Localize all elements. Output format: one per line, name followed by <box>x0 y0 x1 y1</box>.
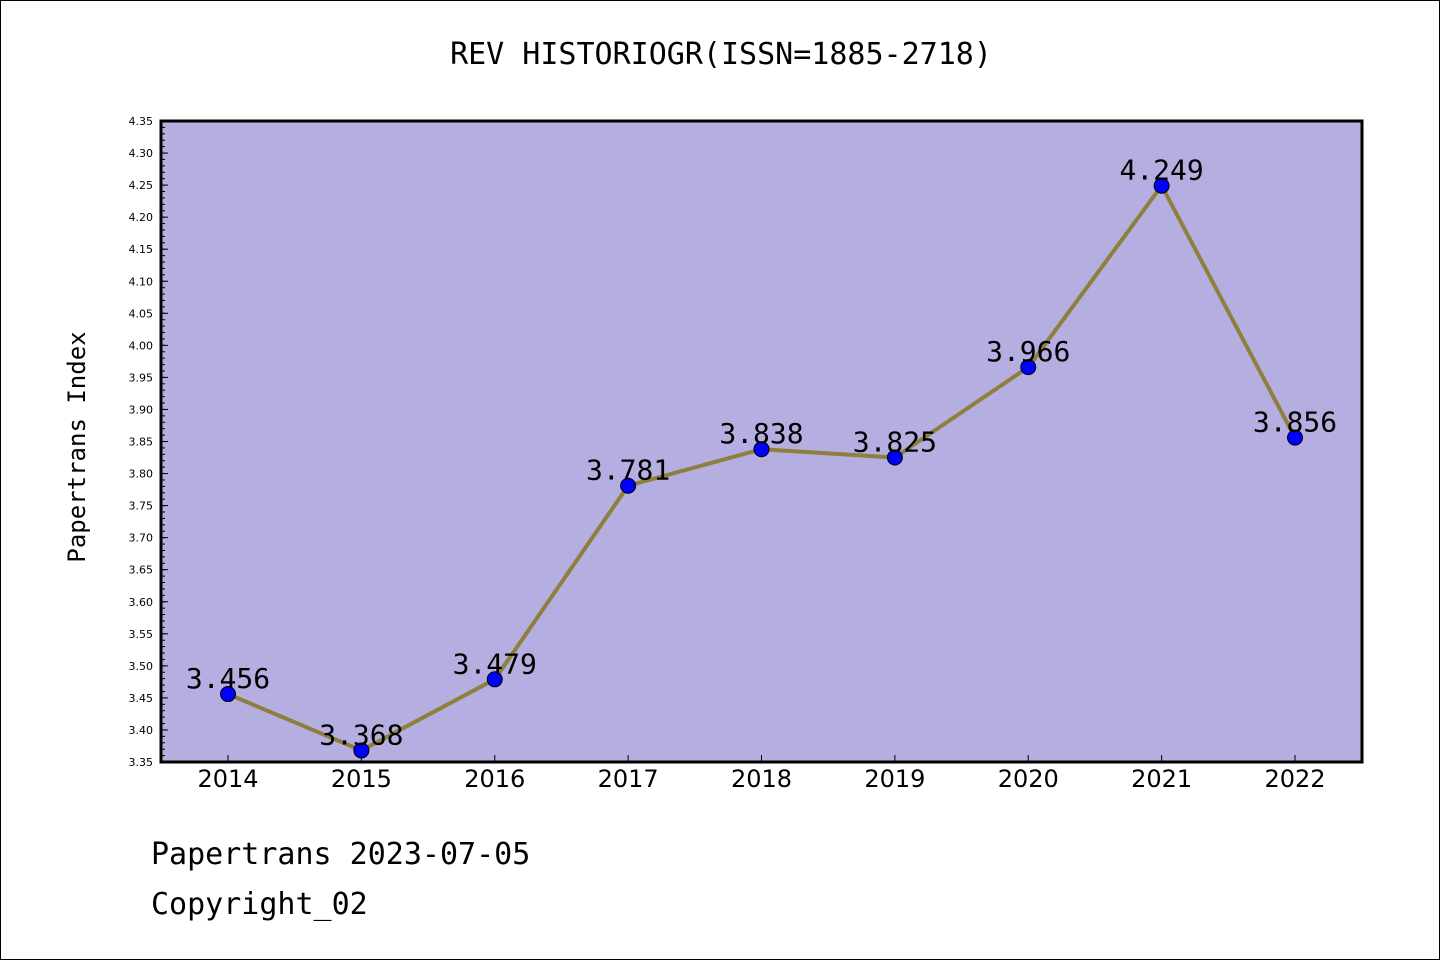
data-labels-group: 3.456 3.368 3.479 3.781 3.838 3.825 3.966 4.249… <box>186 154 1337 752</box>
y-tick-label: 4.10 <box>129 275 154 288</box>
y-tick-label: 3.45 <box>129 692 154 705</box>
data-point-marker <box>1287 429 1303 446</box>
data-point-marker <box>753 441 770 458</box>
y-tick-label: 4.00 <box>129 339 154 352</box>
data-label: 4.249 <box>1119 154 1203 187</box>
data-label: 3.368 <box>319 718 403 751</box>
y-tick-label: 3.40 <box>129 724 154 737</box>
y-tick-label: 3.70 <box>129 532 154 545</box>
x-tick-label: 2021 <box>1131 765 1192 793</box>
x-tick-label: 2020 <box>998 765 1059 793</box>
y-tick-label: 3.55 <box>129 628 154 641</box>
y-tick-label: 4.15 <box>129 243 154 256</box>
y-tick-label: 3.35 <box>129 756 154 769</box>
data-label: 3.838 <box>719 417 803 450</box>
data-point-marker <box>620 477 637 494</box>
data-point-marker <box>220 686 236 703</box>
footer-date: Papertrans 2023-07-05 <box>151 837 531 872</box>
y-axis: 3.35 3.40 3.45 3.50 3.55 3.60 3.65 3.70 3.75 3.80… <box>129 115 168 769</box>
x-axis: 2014 2015 2016 2017 2018 2019 2020 2021 2022 <box>197 755 1326 793</box>
x-tick-label: 2017 <box>598 765 659 793</box>
data-point-marker <box>886 449 903 466</box>
y-tick-label: 4.30 <box>129 147 154 160</box>
data-label: 3.825 <box>853 426 937 459</box>
x-tick-label: 2022 <box>1264 765 1325 793</box>
data-point-marker <box>353 742 370 759</box>
y-tick-label: 3.80 <box>129 468 154 481</box>
y-tick-label: 3.50 <box>129 660 154 673</box>
y-tick-label: 3.95 <box>129 371 154 384</box>
y-tick-label: 3.60 <box>129 596 154 609</box>
y-tick-label: 3.85 <box>129 436 154 449</box>
x-tick-label: 2014 <box>197 765 258 793</box>
x-tick-label: 2019 <box>864 765 925 793</box>
data-point-marker <box>1020 359 1037 376</box>
y-tick-label: 4.05 <box>129 307 154 320</box>
y-tick-label: 3.90 <box>129 403 154 416</box>
data-label: 3.479 <box>453 647 537 680</box>
y-tick-label: 4.35 <box>129 115 154 128</box>
y-tick-label: 4.25 <box>129 179 154 192</box>
x-tick-label: 2018 <box>731 765 792 793</box>
data-point-marker <box>1153 177 1170 194</box>
data-label: 3.456 <box>186 662 270 695</box>
data-label: 3.966 <box>986 335 1070 368</box>
y-tick-label: 4.20 <box>129 211 154 224</box>
chart-title: REV HISTORIOGR(ISSN=1885-2718) <box>450 37 992 72</box>
y-tick-label: 3.65 <box>129 564 154 577</box>
data-label: 3.856 <box>1253 406 1337 439</box>
y-tick-label: 3.75 <box>129 500 154 513</box>
data-point-marker <box>486 671 503 688</box>
footer-copyright: Copyright_02 <box>151 887 368 922</box>
markers-group <box>220 177 1303 759</box>
y-axis-minor-ticks <box>161 120 165 763</box>
x-tick-label: 2015 <box>331 765 392 793</box>
data-label: 3.781 <box>586 454 670 487</box>
x-tick-label: 2016 <box>464 765 525 793</box>
